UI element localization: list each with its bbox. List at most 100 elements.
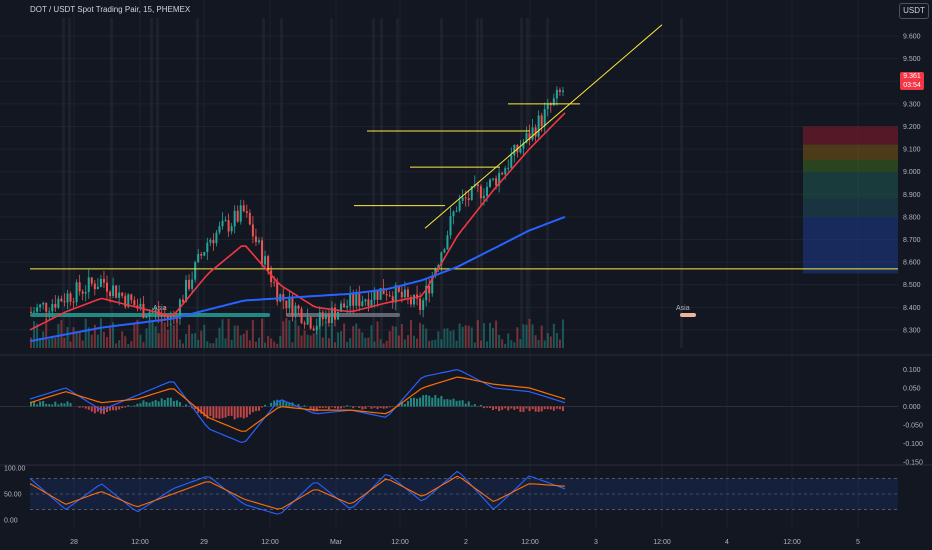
- macd-histogram-bar: [39, 401, 42, 407]
- volume-bar: [175, 318, 178, 348]
- price-tick-label: 9.300: [903, 101, 921, 108]
- volume-bar: [109, 325, 112, 348]
- volume-bar: [245, 330, 248, 348]
- candle-body: [379, 288, 382, 300]
- candle-body: [45, 302, 48, 312]
- macd-histogram-bar: [452, 398, 455, 407]
- volume-bar: [30, 337, 32, 348]
- candle-body: [127, 294, 130, 307]
- macd-histogram-bar: [136, 403, 139, 407]
- macd-histogram-bar: [406, 400, 409, 407]
- macd-histogram-bar: [145, 402, 148, 407]
- candle-body: [203, 251, 206, 256]
- candle-body: [48, 311, 51, 313]
- macd-histogram-bar: [148, 402, 151, 407]
- candle-body: [169, 314, 172, 319]
- time-tick-label: 12:00: [261, 539, 279, 546]
- candle-body: [148, 312, 151, 317]
- session-band: [680, 18, 683, 348]
- volume-bar: [340, 331, 343, 348]
- macd-histogram-bar: [440, 395, 443, 407]
- macd-histogram-bar: [233, 406, 236, 420]
- volume-bar: [467, 325, 470, 348]
- volume-bar: [160, 320, 163, 348]
- candle-body: [251, 224, 254, 237]
- candle-body: [343, 303, 346, 308]
- candle-body: [309, 317, 312, 329]
- candle-body: [96, 286, 99, 290]
- macd-histogram-bar: [318, 406, 321, 409]
- volume-bar: [178, 339, 181, 348]
- macd-histogram-bar: [118, 406, 121, 410]
- volume-bar: [172, 325, 175, 348]
- volume-bar: [507, 333, 510, 348]
- macd-histogram-bar: [482, 406, 485, 409]
- candle-body: [206, 242, 209, 252]
- macd-histogram-bar: [400, 401, 403, 407]
- macd-histogram-bar: [133, 405, 136, 407]
- macd-histogram-bar: [321, 406, 324, 408]
- macd-histogram-bar: [403, 403, 406, 407]
- time-tick-label: 29: [200, 539, 208, 546]
- macd-histogram-bar: [248, 406, 251, 415]
- volume-bar: [115, 343, 118, 348]
- stochastic-pane[interactable]: [29, 470, 898, 515]
- candle-body: [525, 133, 528, 143]
- candle-body: [413, 294, 416, 305]
- macd-histogram-bar: [534, 406, 537, 412]
- volume-bar: [185, 333, 188, 348]
- candle-body: [501, 172, 504, 175]
- volume-bar: [513, 342, 516, 348]
- volume-bar: [537, 339, 540, 348]
- volume-bar: [163, 322, 166, 348]
- volume-bar: [188, 324, 191, 348]
- macd-histogram-bar: [561, 406, 564, 412]
- candle-body: [270, 270, 273, 283]
- candle-body: [540, 115, 543, 127]
- macd-pane[interactable]: [0, 368, 898, 444]
- candle-body: [90, 277, 93, 284]
- candle-body: [54, 303, 57, 308]
- candle-body: [349, 293, 352, 306]
- horizontal-levels[interactable]: [30, 103, 898, 270]
- volume-bar: [254, 341, 257, 348]
- volume-bar: [470, 327, 473, 348]
- candle-body: [78, 282, 81, 292]
- volume-bar: [273, 341, 276, 348]
- session-band: [526, 18, 529, 348]
- macd-histogram-bar: [87, 406, 90, 410]
- macd-histogram-bar: [382, 406, 385, 409]
- candle-body: [321, 312, 324, 320]
- volume-bar: [206, 341, 209, 348]
- price-tick-label: 8.700: [903, 237, 921, 244]
- volume-bar: [224, 338, 227, 348]
- candle-body: [93, 283, 96, 290]
- candle-body: [531, 127, 534, 140]
- candles[interactable]: [30, 86, 564, 335]
- macd-histogram-bar: [105, 406, 108, 413]
- macd-histogram-bar: [185, 404, 188, 407]
- macd-histogram-bar: [361, 406, 364, 410]
- macd-histogram-bar: [370, 406, 373, 409]
- candle-body: [330, 307, 333, 323]
- candle-body: [458, 200, 461, 211]
- macd-histogram-bar: [352, 406, 355, 409]
- candle-body: [233, 210, 236, 227]
- candle-body: [112, 285, 115, 297]
- volume-bar: [315, 330, 318, 348]
- candle-body: [324, 314, 327, 320]
- volume-bar: [212, 343, 215, 348]
- volume-bar: [482, 323, 485, 348]
- volume-bar: [443, 328, 446, 348]
- candle-body: [224, 220, 227, 222]
- time-tick-label: 12:00: [653, 539, 671, 546]
- candle-body: [218, 226, 221, 233]
- fib-zone: [803, 198, 898, 217]
- macd-histogram-bar: [230, 406, 233, 416]
- candle-body: [482, 195, 485, 199]
- candle-body: [248, 212, 251, 225]
- candle-body: [257, 240, 260, 243]
- currency-selector[interactable]: USDT: [899, 3, 929, 19]
- trendlines[interactable]: [424, 24, 663, 229]
